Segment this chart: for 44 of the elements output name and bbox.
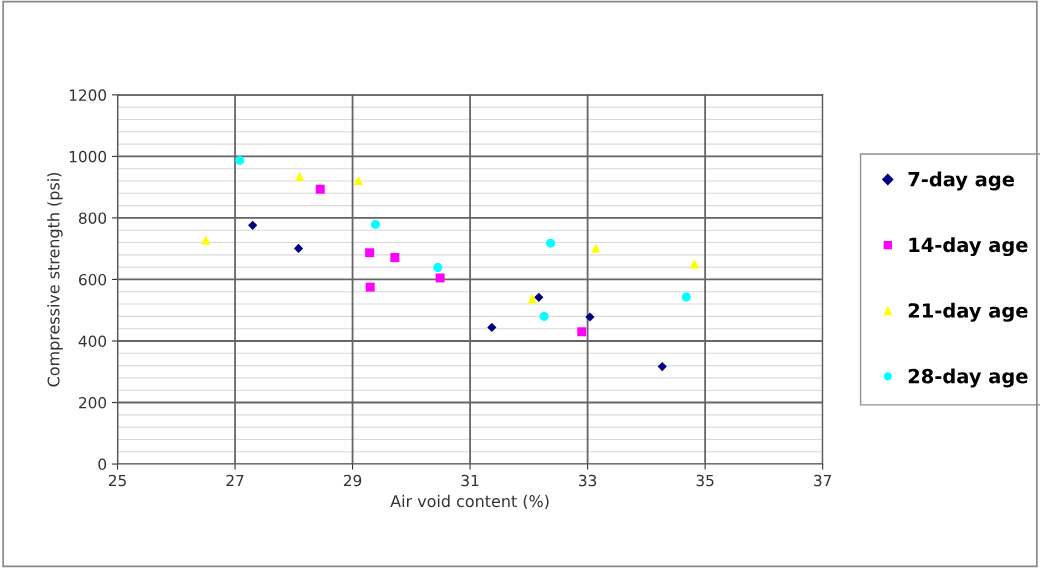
y-tick-label: 0 <box>98 458 107 471</box>
point <box>248 220 258 230</box>
point <box>681 292 691 302</box>
point <box>201 235 211 245</box>
y-tick-label: 800 <box>78 212 107 224</box>
x-tick-label: 33 <box>579 474 597 487</box>
legend-label: 14-day age <box>909 237 1028 257</box>
point <box>293 243 304 253</box>
legend-label: 7-day age <box>908 171 1014 191</box>
point <box>534 292 544 302</box>
point <box>591 243 601 253</box>
point <box>365 248 375 258</box>
x-tick-label: 27 <box>226 474 244 487</box>
legend-label: 28-day age <box>908 368 1028 388</box>
point <box>353 175 364 186</box>
point <box>546 238 556 248</box>
x-tick-label: 29 <box>343 474 362 487</box>
point <box>487 322 497 333</box>
x-tick-label: 31 <box>461 474 479 487</box>
point <box>390 253 400 263</box>
y-axis-title: Compressive strength (psi) <box>47 172 63 387</box>
y-tick-label: 200 <box>79 396 107 409</box>
legend-label: 21-day age <box>908 302 1028 322</box>
y-tick-label: 1000 <box>69 150 107 163</box>
x-axis-title: Air void content (%) <box>390 494 549 510</box>
point <box>657 361 667 372</box>
y-tick-label: 1200 <box>69 89 107 101</box>
point <box>433 262 443 272</box>
x-tick-label: 35 <box>696 474 714 487</box>
point <box>689 259 700 269</box>
point <box>435 273 445 283</box>
point <box>585 312 595 322</box>
point <box>365 282 375 292</box>
point <box>315 184 325 194</box>
y-tick-label: 600 <box>79 273 107 286</box>
point <box>577 327 587 337</box>
point <box>370 219 380 229</box>
point <box>527 293 538 304</box>
x-tick-label: 25 <box>108 474 126 487</box>
point <box>295 171 305 182</box>
y-tick-label: 400 <box>78 335 107 348</box>
x-tick-label: 37 <box>814 474 832 487</box>
point <box>539 311 549 321</box>
point <box>235 155 245 165</box>
